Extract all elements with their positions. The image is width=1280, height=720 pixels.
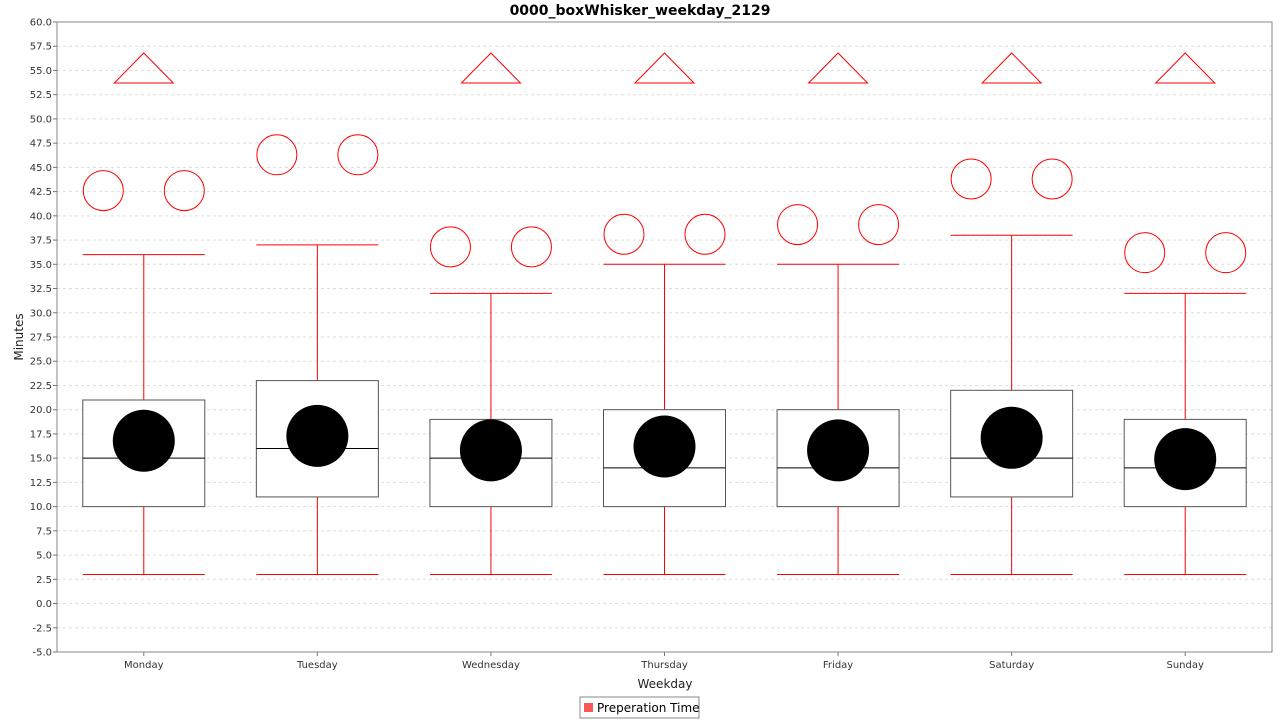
outlier-marker <box>163 170 205 212</box>
box-thursday <box>603 52 726 575</box>
x-tick-label: Tuesday <box>296 660 338 671</box>
outlier-marker <box>1205 232 1247 274</box>
outlier-marker <box>429 226 471 268</box>
mean-marker <box>1154 428 1217 491</box>
mean-marker <box>980 406 1043 469</box>
legend-swatch <box>584 703 593 712</box>
y-tick-label: 15.0 <box>30 454 52 465</box>
y-tick-label: 37.5 <box>30 236 52 247</box>
y-tick-label: 47.5 <box>30 139 52 150</box>
box-sunday <box>1123 52 1247 575</box>
y-tick-label: 2.5 <box>36 575 52 586</box>
x-tick-label: Friday <box>823 660 853 671</box>
box-saturday <box>950 52 1074 575</box>
y-tick-label: 40.0 <box>30 211 52 222</box>
y-tick-label: 20.0 <box>30 405 52 416</box>
far-out-indicator <box>633 52 696 84</box>
y-tick-label: 50.0 <box>30 114 52 125</box>
outlier-marker <box>510 226 552 268</box>
y-tick-label: 55.0 <box>30 66 52 77</box>
mean-marker <box>807 419 870 482</box>
y-tick-label: 32.5 <box>30 284 52 295</box>
y-tick-label: 45.0 <box>30 163 52 174</box>
y-tick-label: -2.5 <box>32 623 52 634</box>
y-axis: -5.0 -2.5 0.0 2.5 5.0 7.5 10.0 12.5 15.0 17.5 20.0… <box>30 18 57 659</box>
y-tick-label: 60.0 <box>30 18 52 29</box>
y-tick-label: 17.5 <box>30 429 52 440</box>
box-wednesday <box>429 52 553 575</box>
x-tick-label: Sunday <box>1167 660 1204 671</box>
outlier-marker <box>950 158 992 200</box>
far-out-indicator <box>113 52 175 84</box>
x-tick-label: Thursday <box>640 660 688 671</box>
x-tick-label: Wednesday <box>462 660 520 671</box>
x-tick-label: Monday <box>124 660 164 671</box>
mean-marker <box>112 409 175 472</box>
y-tick-label: 42.5 <box>30 187 52 198</box>
outlier-marker <box>82 170 124 212</box>
outlier-marker <box>777 204 819 246</box>
outlier-marker <box>337 134 379 176</box>
box-series <box>82 52 1247 575</box>
outlier-marker <box>684 213 726 255</box>
y-tick-label: 57.5 <box>30 42 52 53</box>
chart-title: 0000_boxWhisker_weekday_2129 <box>510 3 771 19</box>
box-tuesday <box>255 134 379 575</box>
y-tick-label: 5.0 <box>36 551 52 562</box>
far-out-indicator <box>1154 52 1216 84</box>
y-tick-label: 10.0 <box>30 502 52 513</box>
mean-marker <box>633 415 696 478</box>
outlier-marker <box>1031 158 1073 200</box>
legend-frame <box>579 696 700 719</box>
y-tick-label: 35.0 <box>30 260 52 271</box>
legend: Preperation Time <box>579 696 700 719</box>
legend-entry: Preperation Time <box>597 701 700 715</box>
y-tick-label: 22.5 <box>30 381 52 392</box>
y-tick-label: -5.0 <box>32 648 52 659</box>
mean-marker <box>459 419 522 482</box>
box-monday <box>82 52 206 575</box>
y-tick-label: 7.5 <box>36 526 52 537</box>
y-tick-label: 27.5 <box>30 333 52 344</box>
outlier-marker <box>256 134 298 176</box>
x-axis-label: Weekday <box>638 677 693 691</box>
outlier-marker <box>603 213 645 255</box>
y-tick-label: 12.5 <box>30 478 52 489</box>
far-out-indicator <box>980 52 1043 84</box>
far-out-indicator <box>807 52 869 84</box>
far-out-indicator <box>460 52 522 84</box>
x-axis: Monday Tuesday Wednesday Thursday Friday Satu… <box>124 652 1204 671</box>
y-tick-label: 52.5 <box>30 90 52 101</box>
iqr-box <box>255 380 379 498</box>
x-tick-label: Saturday <box>989 660 1034 671</box>
y-axis-label: Minutes <box>12 313 26 360</box>
box-friday <box>776 52 900 575</box>
y-tick-label: 25.0 <box>30 357 52 368</box>
y-tick-label: 30.0 <box>30 308 52 319</box>
mean-marker <box>286 404 349 467</box>
y-tick-label: 0.0 <box>36 599 52 610</box>
outlier-marker <box>858 204 900 246</box>
outlier-marker <box>1124 232 1166 274</box>
